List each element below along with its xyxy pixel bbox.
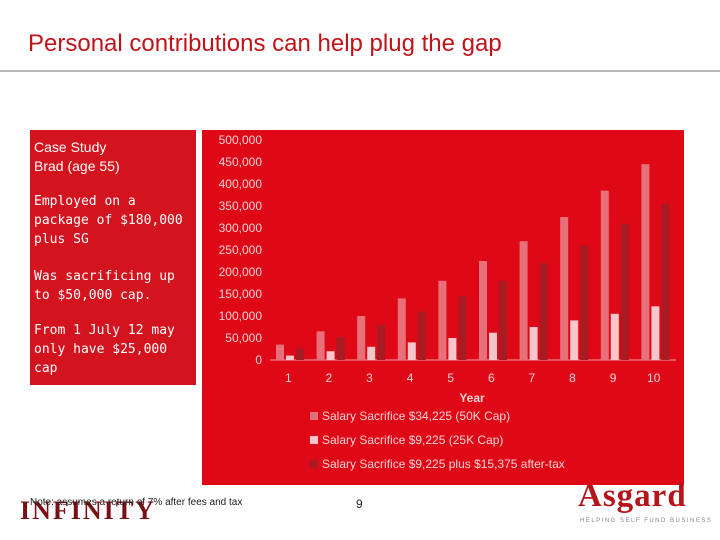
case-study-heading: Case Study Brad (age 55): [34, 138, 120, 176]
y-tick-label: 350,000: [219, 199, 263, 213]
bar: [600, 190, 609, 360]
bar: [397, 298, 406, 360]
x-tick-label: 9: [610, 371, 617, 385]
bar: [580, 245, 589, 360]
bar: [367, 346, 376, 360]
bar: [479, 261, 487, 360]
bar: [448, 338, 457, 360]
bar: [529, 327, 538, 360]
slide-title: Personal contributions can help plug the…: [28, 30, 502, 57]
infinity-logo-text: INFINITY: [20, 496, 156, 524]
legend-label: Salary Sacrifice $9,225 (25K Cap): [322, 433, 503, 447]
bar: [407, 342, 416, 360]
bar: [438, 280, 447, 360]
bar: [651, 306, 660, 360]
bar: [357, 316, 366, 360]
bar: [326, 351, 335, 360]
infinity-logo: INFINITY: [18, 494, 178, 524]
bar: [560, 217, 569, 360]
case-study-paragraph-package: Employed on a package of $180,000 plus S…: [34, 194, 183, 247]
bar: [417, 311, 426, 360]
x-tick-label: 6: [488, 371, 495, 385]
x-tick-label: 10: [647, 371, 661, 385]
bar: [641, 164, 650, 360]
x-tick-label: 4: [407, 371, 414, 385]
y-tick-label: 400,000: [219, 177, 263, 191]
legend-swatch: [310, 460, 318, 468]
chart-panel: 0 50,000 100,000 150,000 200,000 250,000 300,0…: [202, 130, 684, 485]
y-tick-label: 200,000: [219, 265, 263, 279]
legend-label: Salary Sacrifice $9,225 plus $15,375 aft…: [322, 457, 565, 471]
legend-swatch: [310, 436, 318, 444]
x-tick-label: 5: [447, 371, 454, 385]
y-tick-label: 450,000: [219, 155, 263, 169]
bar: [489, 332, 497, 360]
case-study-panel: Case Study Brad (age 55) Employed on a p…: [30, 130, 196, 385]
asgard-logo: Asgard HELPING SELF FUND BUSINESS: [578, 478, 711, 528]
x-tick-label: 7: [529, 371, 536, 385]
y-tick-label: 150,000: [219, 287, 263, 301]
legend-swatch: [310, 412, 318, 420]
y-tick-label: 500,000: [219, 133, 263, 147]
case-study-heading-line1: Case Study: [34, 139, 107, 155]
case-study-heading-line2: Brad (age 55): [34, 158, 120, 174]
bar: [620, 223, 629, 360]
bar: [499, 280, 507, 360]
x-tick-label: 8: [569, 371, 576, 385]
asgard-logo-text: Asgard: [578, 478, 687, 514]
x-tick-label: 2: [326, 371, 333, 385]
case-study-paragraph-sacrificing: Was sacrificing up to $50,000 cap.: [34, 269, 175, 303]
y-tick-label: 300,000: [219, 221, 263, 235]
bar: [661, 203, 670, 360]
y-tick-label: 0: [255, 353, 262, 367]
y-tick-label: 100,000: [219, 309, 263, 323]
title-divider: [0, 70, 720, 72]
bar: [377, 324, 386, 360]
bar: [316, 331, 325, 360]
bar: [286, 355, 294, 360]
infinity-logo-graphic: INFINITY: [18, 496, 178, 524]
x-tick-label: 1: [285, 371, 292, 385]
y-tick-label: 250,000: [219, 243, 263, 257]
bar: [519, 241, 528, 360]
bar: [610, 313, 619, 360]
bar-chart: 0 50,000 100,000 150,000 200,000 250,000 300,0…: [219, 133, 676, 471]
bar: [539, 263, 548, 360]
page-number: 9: [356, 497, 363, 511]
legend-label: Salary Sacrifice $34,225 (50K Cap): [322, 409, 510, 423]
x-axis-title: Year: [459, 391, 485, 405]
bar: [276, 344, 284, 360]
asgard-logo-tagline: HELPING SELF FUND BUSINESS: [580, 518, 713, 524]
bar: [570, 320, 579, 360]
y-tick-label: 50,000: [225, 331, 262, 345]
x-tick-label: 3: [366, 371, 373, 385]
bar: [296, 348, 304, 360]
case-study-paragraph-cap-change: From 1 July 12 may only have $25,000 cap: [34, 323, 175, 376]
bar: [336, 337, 345, 360]
footnote: Note: assumes a return of 7% after fees …: [30, 497, 243, 508]
bar: [458, 296, 467, 360]
